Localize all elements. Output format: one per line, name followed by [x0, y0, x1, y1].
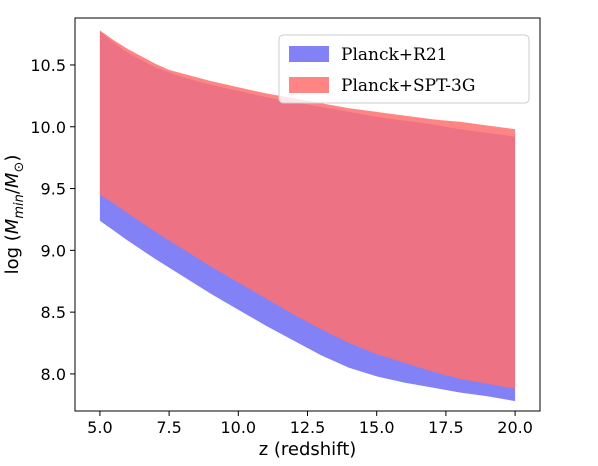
y-tick-label: 8.0 [41, 365, 66, 384]
legend-label-planck-r21: Planck+R21 [341, 45, 447, 65]
legend-swatch-planck-r21 [289, 46, 329, 62]
band-planck-spt-3g [99, 30, 516, 389]
y-label-m: M [2, 218, 23, 234]
y-label-m2: M [2, 172, 23, 188]
x-tick-label: 10.0 [220, 418, 256, 437]
y-label-prefix: log ( [2, 234, 23, 274]
legend: Planck+R21 Planck+SPT-3G [278, 34, 530, 104]
x-tick-label: 20.0 [497, 418, 533, 437]
y-tick-label: 9.0 [41, 241, 66, 260]
y-tick-label: 10.5 [30, 56, 66, 75]
bands-layer [99, 30, 516, 402]
legend-swatch-planck-spt3g [289, 77, 329, 93]
y-label-suffix: ) [2, 155, 23, 162]
y-label-slash: / [2, 187, 23, 194]
x-axis-ticks: 5.0 7.5 10.0 12.5 15.0 17.5 20.0 [87, 411, 533, 437]
legend-frame [278, 34, 530, 104]
y-label-sub-min: min [12, 194, 27, 219]
y-tick-label: 10.0 [30, 118, 66, 137]
y-tick-label: 9.5 [41, 180, 66, 199]
x-tick-label: 5.0 [87, 418, 112, 437]
y-label-sub-sun: ⊙ [12, 162, 27, 173]
x-tick-label: 12.5 [290, 418, 326, 437]
x-tick-label: 17.5 [428, 418, 464, 437]
x-tick-label: 15.0 [359, 418, 395, 437]
x-tick-label: 7.5 [156, 418, 181, 437]
y-axis-ticks: 8.0 8.5 9.0 9.5 10.0 10.5 [30, 56, 75, 384]
legend-label-planck-spt3g: Planck+SPT-3G [341, 76, 475, 96]
y-axis-label: log (Mmin/M⊙) [2, 155, 27, 275]
x-axis-label: z (redshift) [259, 439, 357, 460]
y-tick-label: 8.5 [41, 303, 66, 322]
